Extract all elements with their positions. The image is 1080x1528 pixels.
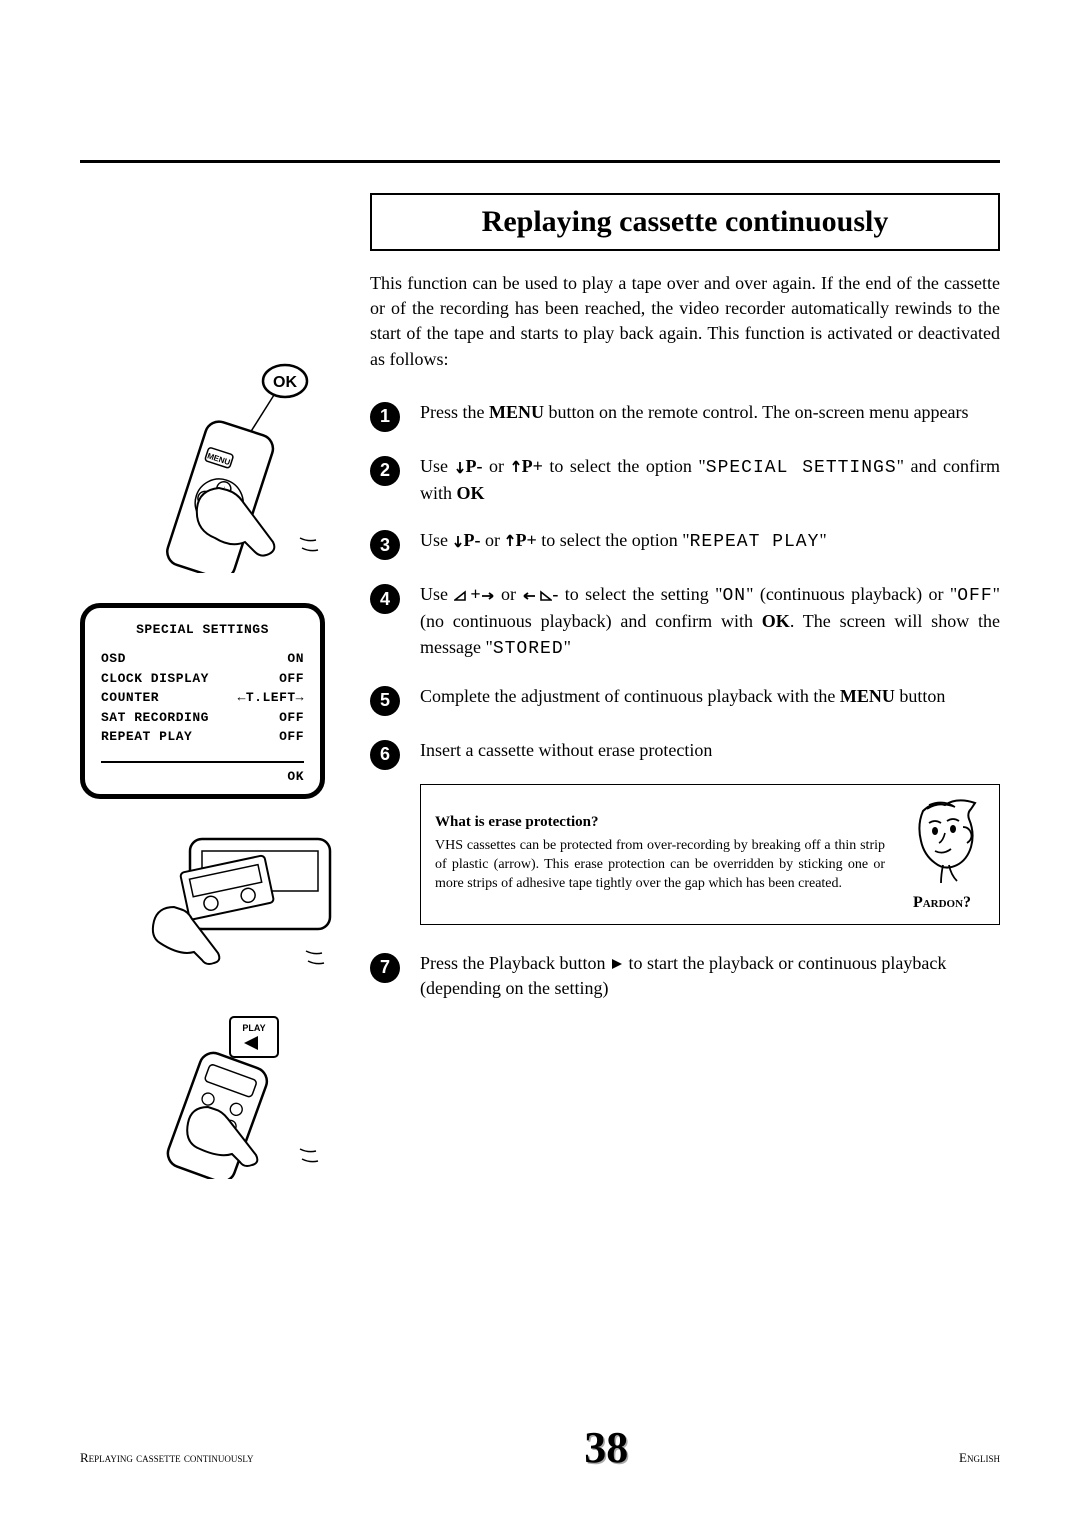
left-column: OK MENU + - (80, 193, 340, 1209)
tv-divider (101, 761, 304, 763)
right-column: Replaying cassette continuously This fun… (370, 193, 1000, 1209)
pardon-face-icon (905, 797, 979, 885)
tv-row: REPEAT PLAYOFF (101, 727, 304, 747)
page-footer: Replaying cassette continuously 38 Engli… (80, 1422, 1000, 1473)
remote-ok-illustration: OK MENU + - (80, 363, 340, 573)
play-illustration: PLAY (80, 1009, 340, 1179)
step-number: 5 (370, 686, 400, 716)
ok-label: OK (273, 374, 297, 391)
intro-text: This function can be used to play a tape… (370, 271, 1000, 372)
tv-row: CLOCK DISPLAYOFF (101, 669, 304, 689)
page-title: Replaying cassette continuously (370, 193, 1000, 251)
content-columns: OK MENU + - (80, 193, 1000, 1209)
step-text: Press the Playback button to start the p… (420, 951, 1000, 1001)
step-text: Insert a cassette without erase protecti… (420, 738, 1000, 770)
step-7: 7 Press the Playback button to start the… (370, 951, 1000, 1001)
tv-row: COUNTER←T.LEFT→ (101, 688, 304, 708)
step-2: 2 Use P- or P+ to select the option "SPE… (370, 454, 1000, 506)
pardon-label: Pardon? (899, 894, 985, 912)
step-number: 3 (370, 530, 400, 560)
cassette-illustration (80, 829, 340, 979)
step-number: 1 (370, 402, 400, 432)
step-text: Complete the adjustment of continuous pl… (420, 684, 1000, 716)
info-title: What is erase protection? (435, 814, 885, 831)
horizontal-rule (80, 160, 1000, 163)
info-box: What is erase protection? VHS cassettes … (420, 784, 1000, 925)
step-text: Use + or - to select the setting "ON" (c… (420, 582, 1000, 662)
page-number: 38 (584, 1422, 628, 1473)
tv-row: OSDON (101, 649, 304, 669)
step-3: 3 Use P- or P+ to select the option "REP… (370, 528, 1000, 560)
step-5: 5 Complete the adjustment of continuous … (370, 684, 1000, 716)
tv-title: SPECIAL SETTINGS (101, 622, 304, 637)
tv-row: SAT RECORDINGOFF (101, 708, 304, 728)
step-text: Use P- or P+ to select the option "SPECI… (420, 454, 1000, 506)
pardon-column: Pardon? (899, 797, 985, 912)
step-number: 2 (370, 456, 400, 486)
step-number: 4 (370, 584, 400, 614)
step-number: 7 (370, 953, 400, 983)
footer-left: Replaying cassette continuously (80, 1450, 253, 1466)
step-text: Press the MENU button on the remote cont… (420, 400, 1000, 432)
step-text: Use P- or P+ to select the option "REPEA… (420, 528, 1000, 560)
step-number: 6 (370, 740, 400, 770)
tv-screen: SPECIAL SETTINGS OSDON CLOCK DISPLAYOFF … (80, 603, 325, 799)
tv-ok: OK (101, 769, 304, 784)
step-6: 6 Insert a cassette without erase protec… (370, 738, 1000, 770)
play-label: PLAY (242, 1023, 265, 1033)
step-4: 4 Use + or - to select the setting "ON" … (370, 582, 1000, 662)
footer-right: English (959, 1450, 1000, 1466)
info-text: What is erase protection? VHS cassettes … (435, 814, 885, 894)
play-icon (610, 957, 624, 971)
step-1: 1 Press the MENU button on the remote co… (370, 400, 1000, 432)
info-body: VHS cassettes can be protected from over… (435, 837, 885, 894)
